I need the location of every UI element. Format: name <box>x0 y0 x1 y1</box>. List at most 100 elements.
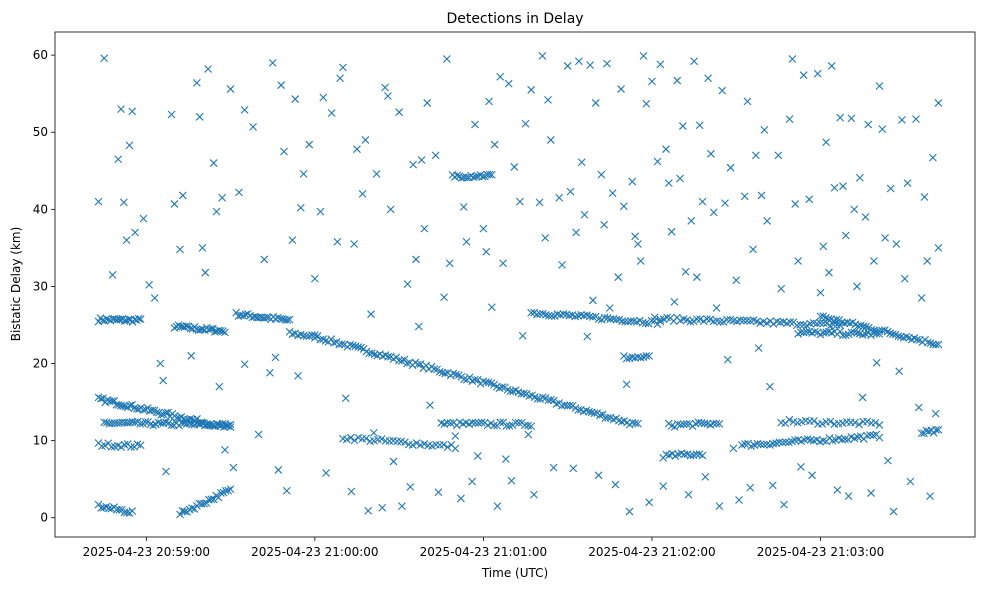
data-point <box>572 228 580 237</box>
data-point <box>226 485 235 494</box>
data-point <box>838 435 846 444</box>
data-point <box>934 340 943 349</box>
data-point <box>571 312 580 321</box>
data-point <box>851 418 859 427</box>
data-point <box>107 442 116 451</box>
data-point <box>676 174 684 183</box>
data-point <box>541 233 550 242</box>
data-point <box>207 495 216 504</box>
data-point <box>156 359 165 368</box>
data-point <box>501 455 510 464</box>
data-point <box>715 502 724 511</box>
data-point <box>226 85 235 93</box>
data-point <box>346 340 355 349</box>
data-point <box>680 450 689 459</box>
data-point <box>598 410 607 419</box>
data-point <box>608 189 617 198</box>
data-point <box>917 429 926 438</box>
data-point <box>224 486 233 495</box>
data-point <box>239 311 248 320</box>
data-point <box>642 99 651 108</box>
data-point <box>141 417 150 426</box>
data-point <box>855 173 864 182</box>
x-tick-label: 2025-04-23 21:01:00 <box>420 545 547 559</box>
data-markers <box>94 52 943 519</box>
data-point <box>679 420 688 429</box>
data-point <box>732 276 741 285</box>
data-point <box>729 444 738 453</box>
data-point <box>894 332 903 341</box>
data-point <box>414 360 422 369</box>
data-point <box>757 191 766 200</box>
data-point <box>202 499 211 507</box>
data-point <box>327 335 336 343</box>
data-point <box>861 213 870 221</box>
data-point <box>182 322 191 330</box>
data-point <box>468 477 477 486</box>
data-point <box>117 401 125 410</box>
data-point <box>546 136 555 144</box>
data-point <box>218 419 227 428</box>
y-tick-label: 20 <box>33 357 48 371</box>
data-point <box>420 440 429 448</box>
data-point <box>136 315 145 324</box>
data-point <box>487 170 496 179</box>
data-point <box>471 375 479 384</box>
data-point <box>594 471 603 480</box>
data-point <box>115 505 124 514</box>
data-point <box>339 63 347 72</box>
data-point <box>619 202 628 211</box>
y-axis: 0 10 20 30 40 50 60 <box>33 48 55 525</box>
data-point <box>167 421 176 430</box>
data-point <box>889 507 898 516</box>
data-point <box>519 389 528 398</box>
data-point <box>853 433 862 441</box>
data-point <box>746 483 755 492</box>
data-point <box>701 472 710 481</box>
data-point <box>149 421 158 430</box>
data-point <box>530 490 538 499</box>
data-point <box>833 486 842 494</box>
y-tick-label: 30 <box>33 279 48 293</box>
data-point <box>648 77 656 86</box>
data-point <box>875 330 884 338</box>
data-point <box>736 316 745 325</box>
data-point <box>294 371 302 380</box>
data-point <box>157 410 166 419</box>
data-point <box>762 440 771 449</box>
data-point <box>451 432 460 440</box>
data-point <box>219 327 227 336</box>
data-point <box>416 360 425 368</box>
data-point <box>808 471 816 480</box>
data-point <box>283 316 292 324</box>
data-point <box>327 109 336 117</box>
data-point <box>716 317 725 326</box>
data-point <box>240 360 249 369</box>
data-point <box>699 317 708 326</box>
data-point <box>496 72 505 81</box>
data-point <box>439 440 448 449</box>
data-point <box>642 352 651 360</box>
data-point <box>377 435 386 443</box>
data-point <box>864 120 873 129</box>
data-point <box>796 462 805 471</box>
data-point <box>785 415 794 424</box>
data-point <box>514 419 523 427</box>
data-point <box>538 52 547 60</box>
data-point <box>516 197 524 206</box>
data-point <box>125 141 134 150</box>
data-point <box>134 314 143 323</box>
data-point <box>549 396 558 405</box>
plot-frame <box>54 31 976 538</box>
data-point <box>451 444 460 453</box>
data-point <box>383 92 392 100</box>
data-point <box>350 436 359 445</box>
data-point <box>490 140 499 149</box>
data-point <box>794 257 802 265</box>
data-point <box>278 315 287 323</box>
data-point <box>473 452 482 460</box>
data-point <box>502 422 511 430</box>
data-point <box>462 237 471 246</box>
data-point <box>869 257 878 265</box>
data-point <box>585 407 593 416</box>
